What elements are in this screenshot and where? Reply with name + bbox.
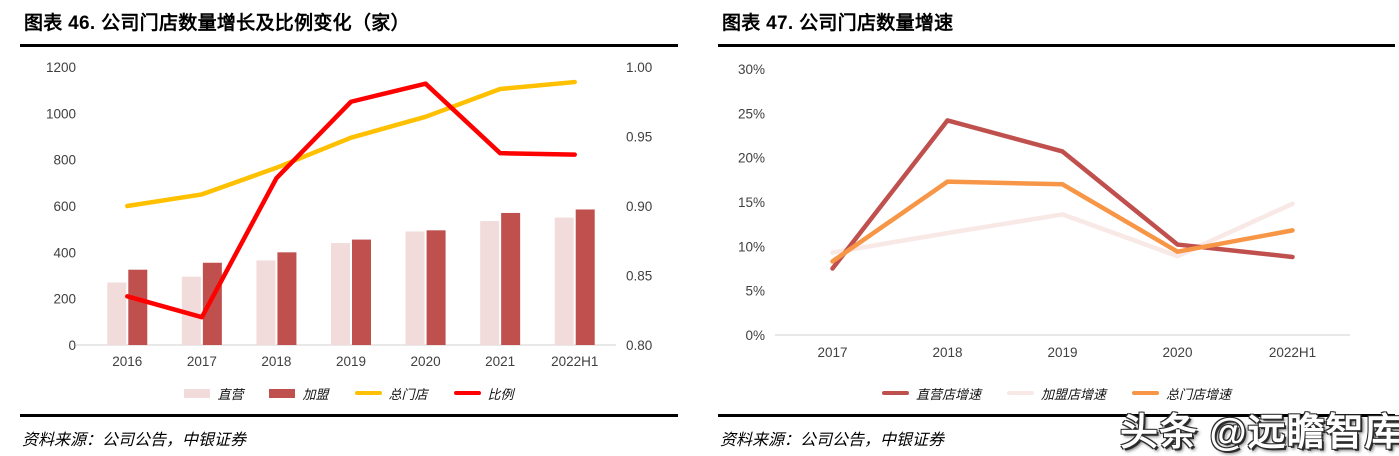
fig47-y-axis-tick: 25% (738, 106, 765, 121)
fig46-bar-加盟-2019 (352, 239, 371, 345)
direct-bar-label: 直营 (217, 387, 244, 403)
fig46-right-axis-tick: 1.00 (626, 60, 652, 75)
figure-47-title: 图表 47. 公司门店数量增速 (718, 5, 1395, 47)
fig46-bar-直营-2022H1 (554, 217, 574, 345)
fig47-plot: 0% 5% 10% 15% 20% 25% 30% 2017 2018 2019 2020 2022H… (738, 62, 1350, 360)
fig46-source: 资料来源：公司公告，中银证券 (20, 414, 678, 450)
fig46-x-axis-tick: 2022H1 (551, 354, 598, 369)
total-growth-label: 总门店增速 (1166, 387, 1232, 403)
fig46-legend-item-franchise: 加盟 (269, 384, 329, 403)
fig47-x-axis-tick: 2019 (1047, 345, 1077, 360)
fig46-bar-加盟-2021 (501, 212, 521, 345)
fig46-right-axis-tick: 0.80 (626, 338, 652, 353)
fig46-bar-加盟-2017 (202, 262, 222, 345)
fig46-right-axis-tick: 0.90 (626, 199, 652, 214)
fig46-plot: 0 200 400 600 800 1000 1200 0.80 0.85 0.90 0.95 1.0… (46, 60, 652, 369)
fig46-legend-item-total: 总门店 (354, 384, 428, 403)
fig46-left-axis-tick: 1200 (46, 60, 76, 75)
fig46-x-axis-tick: 2017 (187, 354, 217, 369)
figure-46: 图表 46. 公司门店数量增长及比例变化（家） 0 200 400 600 800 100… (20, 5, 678, 450)
fig47-x-axis-tick: 2022H1 (1269, 345, 1316, 360)
fig46-x-axis-tick: 2021 (485, 354, 515, 369)
fig46-left-axis-tick: 800 (53, 153, 76, 168)
figure-47: 图表 47. 公司门店数量增速 0% 5% 10% 15% 20% 25% 30% 2017 2… (718, 5, 1395, 450)
fig46-legend-item-ratio: 比例 (453, 384, 514, 403)
fig46-x-axis-tick: 2020 (411, 354, 441, 369)
fig46-bar-直营-2021 (480, 221, 500, 345)
direct-growth-label: 直营店增速 (915, 387, 981, 403)
fig47-line-加盟店增速 (830, 201, 1295, 259)
fig46-bar-加盟-2016 (128, 269, 148, 345)
total-line-swatch (354, 391, 382, 395)
fig46-legend: 直营 加盟 总门店 比例 (20, 383, 678, 403)
ratio-line-swatch (453, 391, 481, 395)
fig46-x-axis-tick: 2016 (112, 354, 142, 369)
franchise-bar-swatch (269, 388, 296, 398)
fig46-left-axis-tick: 400 (53, 245, 76, 260)
fig47-x-axis-tick: 2017 (817, 345, 847, 360)
franchise-bar-label: 加盟 (302, 387, 329, 403)
fig46-left-axis-tick: 200 (53, 292, 76, 307)
fig46-bar-直营-2020 (405, 231, 425, 345)
direct-growth-swatch (881, 391, 909, 395)
fig47-y-axis-tick: 10% (738, 239, 765, 254)
fig46-legend-item-direct: 直营 (184, 384, 243, 403)
fig46-left-axis-tick: 0 (68, 338, 76, 353)
fig46-right-axis-tick: 0.95 (626, 130, 652, 145)
fig46-bar-加盟-2020 (426, 230, 446, 345)
fig46-bar-直营-2019 (331, 243, 350, 345)
fig47-x-axis-tick: 2018 (932, 345, 962, 360)
fig47-y-axis-tick: 5% (745, 284, 765, 299)
fig46-left-axis-tick: 600 (53, 199, 76, 214)
fig47-y-axis-tick: 30% (738, 62, 765, 77)
direct-bar-swatch (184, 388, 211, 398)
fig46-left-axis-tick: 1000 (46, 106, 76, 121)
fig46-bar-加盟-2018 (277, 252, 297, 345)
total-growth-swatch (1132, 391, 1159, 395)
fig47-x-axis-tick: 2020 (1162, 345, 1192, 360)
fig46-bar-直营-2017 (181, 276, 201, 345)
fig46-bar-加盟-2022H1 (575, 209, 595, 345)
fig46-line-比例 (125, 81, 577, 320)
fig47-line-总门店增速 (830, 179, 1295, 264)
fig46-line-总门店 (125, 79, 577, 209)
watermark-toutiao-yuanzhan: 头条 @远瞻智库 (1120, 412, 1399, 454)
fig47-y-axis-tick: 0% (745, 328, 765, 343)
total-line-label: 总门店 (388, 387, 428, 403)
figure-46-title: 图表 46. 公司门店数量增长及比例变化（家） (20, 5, 678, 47)
franchise-growth-label: 加盟店增速 (1040, 387, 1106, 403)
fig46-x-axis-tick: 2018 (261, 354, 291, 369)
franchise-growth-swatch (1006, 391, 1034, 395)
fig47-line-直营店增速 (830, 118, 1295, 271)
fig47-y-axis-tick: 20% (738, 151, 765, 166)
fig47-legend-item-direct: 直营店增速 (881, 384, 981, 403)
fig47-source: 资料来源：公司公告，中银证券 (718, 414, 1395, 450)
fig46-x-axis-tick: 2019 (336, 354, 366, 369)
ratio-line-label: 比例 (487, 387, 514, 403)
fig47-y-axis-tick: 15% (738, 195, 765, 210)
fig47-legend-item-franchise: 加盟店增速 (1006, 384, 1106, 403)
fig47-legend-item-total: 总门店增速 (1132, 384, 1231, 403)
fig46-bar-直营-2016 (107, 282, 127, 345)
fig47-legend: 直营店增速 加盟店增速 总门店增速 (718, 383, 1395, 403)
fig46-bar-直营-2018 (256, 260, 276, 345)
fig46-right-axis-tick: 0.85 (626, 269, 652, 284)
